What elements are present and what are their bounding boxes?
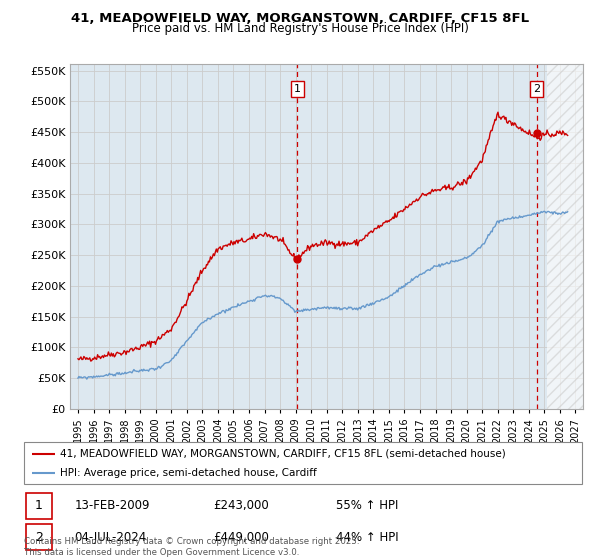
Text: 1: 1 — [294, 84, 301, 94]
Text: 2: 2 — [35, 530, 43, 544]
Text: 41, MEADOWFIELD WAY, MORGANSTOWN, CARDIFF, CF15 8FL (semi-detached house): 41, MEADOWFIELD WAY, MORGANSTOWN, CARDIF… — [60, 449, 506, 459]
Bar — [26, 524, 52, 550]
Text: £243,000: £243,000 — [214, 499, 269, 512]
Text: 04-JUL-2024: 04-JUL-2024 — [74, 530, 146, 544]
Text: 1: 1 — [35, 499, 43, 512]
Text: 2: 2 — [533, 84, 540, 94]
Bar — [26, 493, 52, 519]
Text: 55% ↑ HPI: 55% ↑ HPI — [337, 499, 399, 512]
Text: £449,000: £449,000 — [214, 530, 269, 544]
Text: 41, MEADOWFIELD WAY, MORGANSTOWN, CARDIFF, CF15 8FL: 41, MEADOWFIELD WAY, MORGANSTOWN, CARDIF… — [71, 12, 529, 25]
Text: Contains HM Land Registry data © Crown copyright and database right 2025.
This d: Contains HM Land Registry data © Crown c… — [24, 537, 359, 557]
Text: Price paid vs. HM Land Registry's House Price Index (HPI): Price paid vs. HM Land Registry's House … — [131, 22, 469, 35]
Text: 44% ↑ HPI: 44% ↑ HPI — [337, 530, 399, 544]
Text: HPI: Average price, semi-detached house, Cardiff: HPI: Average price, semi-detached house,… — [60, 468, 317, 478]
Text: 13-FEB-2009: 13-FEB-2009 — [74, 499, 150, 512]
